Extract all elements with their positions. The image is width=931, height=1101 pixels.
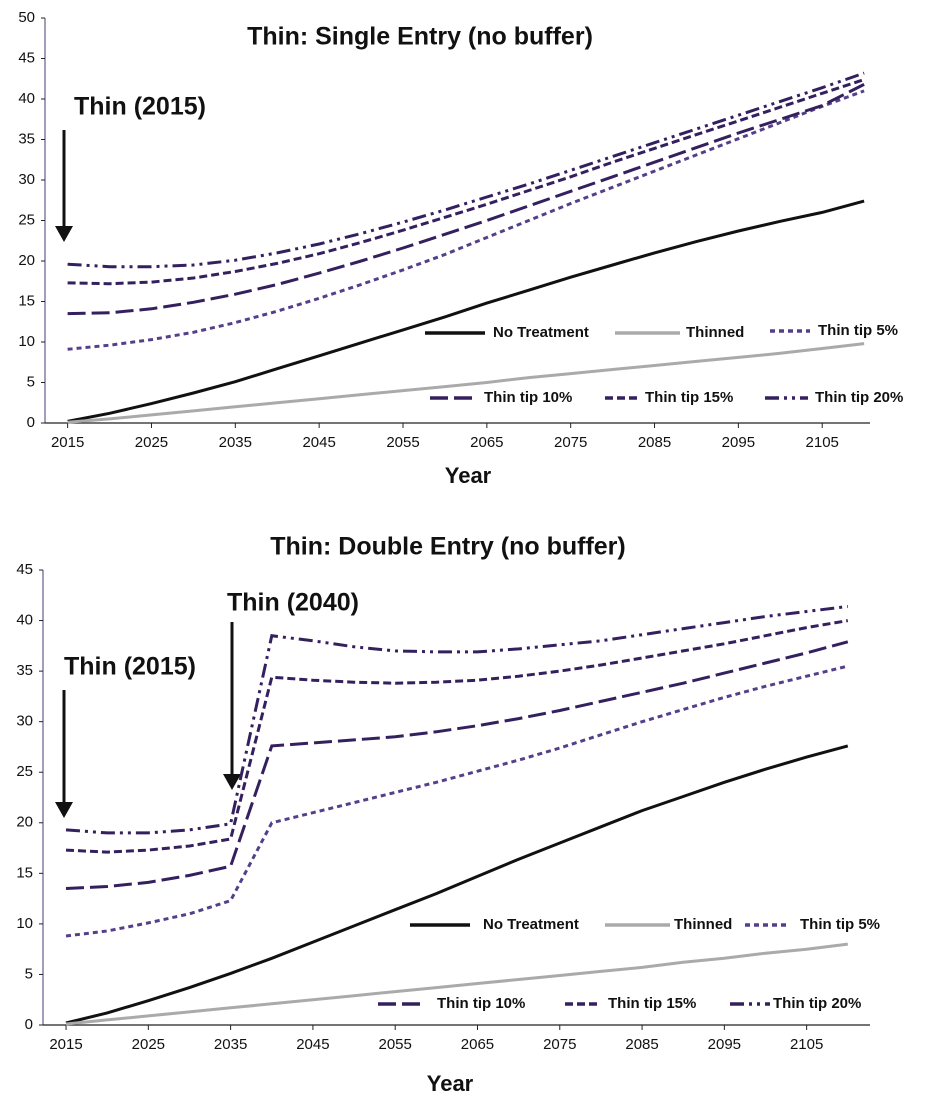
x-tick-label: 2055 [379,1036,412,1053]
legend-label: Thin tip 15% [645,389,733,406]
legend-label: Thin tip 5% [800,916,880,933]
series-line [67,199,865,423]
y-tick-label: 15 [18,292,35,309]
y-tick-label: 30 [18,171,35,188]
x-tick-label: 2075 [543,1036,576,1053]
y-tick-label: 45 [16,561,33,578]
x-tick-label: 2065 [461,1036,494,1053]
x-tick-label: 2025 [135,434,168,451]
chart-title: Thin: Single Entry (no buffer) [247,23,593,51]
x-tick-label: 2035 [214,1036,247,1053]
series-line [65,942,848,1026]
x-axis-label: Year [427,1071,474,1096]
series-line [67,342,865,424]
x-tick-label: 2095 [722,434,755,451]
x-tick-label: 2085 [625,1036,658,1053]
y-tick-label: 40 [18,90,35,107]
series-line [65,619,849,854]
arrow-head [55,226,73,242]
y-tick-label: 35 [18,130,35,147]
y-tick-label: 10 [16,915,33,932]
y-tick-label: 0 [25,1016,33,1033]
x-tick-label: 2045 [302,434,335,451]
legend-label: Thin tip 10% [437,995,525,1012]
x-axis-label: Year [445,463,492,488]
x-tick-label: 2025 [132,1036,165,1053]
legend-label: No Treatment [493,324,589,341]
chart-title: Thin: Double Entry (no buffer) [270,533,626,561]
series-line [67,83,865,316]
annotation: Thin (2015) [64,653,196,681]
series-line [67,71,865,269]
x-tick-label: 2075 [554,434,587,451]
series-line [65,664,849,938]
y-tick-label: 15 [16,864,33,881]
y-tick-label: 10 [18,333,35,350]
legend-label: Thin tip 15% [608,995,696,1012]
y-tick-label: 25 [16,763,33,780]
annotation: Thin (2040) [227,589,359,617]
legend-label: Thin tip 10% [484,389,572,406]
x-tick-label: 2085 [638,434,671,451]
legend-label: Thinned [686,324,744,341]
legend-label: Thin tip 20% [773,995,861,1012]
x-tick-label: 2095 [708,1036,741,1053]
series-line [65,744,849,1025]
legend-label: Thin tip 20% [815,389,903,406]
y-tick-label: 30 [16,713,33,730]
legend-label: No Treatment [483,916,579,933]
arrow-head [55,802,73,818]
series-line [65,604,848,835]
y-tick-label: 20 [16,814,33,831]
x-tick-label: 2015 [49,1036,82,1053]
y-tick-label: 5 [25,965,33,982]
y-tick-label: 45 [18,49,35,66]
x-tick-label: 2105 [790,1036,823,1053]
y-tick-label: 40 [16,612,33,629]
y-tick-label: 35 [16,662,33,679]
legend-label: Thin tip 5% [818,322,898,339]
y-tick-label: 50 [18,9,35,26]
y-tick-label: 5 [27,373,35,390]
x-tick-label: 2045 [296,1036,329,1053]
legend-label: Thinned [674,916,732,933]
y-tick-label: 20 [18,252,35,269]
arrow-head [223,774,241,790]
x-tick-label: 2055 [386,434,419,451]
x-tick-label: 2015 [51,434,84,451]
annotation: Thin (2015) [74,93,206,121]
x-tick-label: 2105 [806,434,839,451]
y-tick-label: 0 [27,414,35,431]
x-tick-label: 2035 [219,434,252,451]
series-line [67,78,865,286]
y-tick-label: 25 [18,211,35,228]
series-line [65,640,849,890]
x-tick-label: 2065 [470,434,503,451]
